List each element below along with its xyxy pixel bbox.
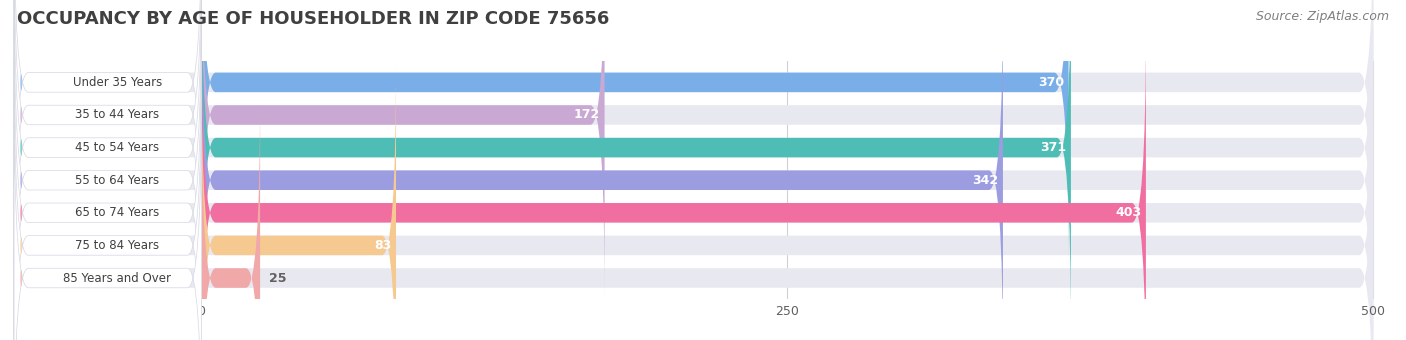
Text: 55 to 64 Years: 55 to 64 Years <box>75 174 159 187</box>
Text: Source: ZipAtlas.com: Source: ZipAtlas.com <box>1256 10 1389 23</box>
Text: 342: 342 <box>972 174 998 187</box>
FancyBboxPatch shape <box>14 59 1374 340</box>
Text: 371: 371 <box>1040 141 1066 154</box>
FancyBboxPatch shape <box>14 0 201 268</box>
Text: 35 to 44 Years: 35 to 44 Years <box>75 108 159 121</box>
FancyBboxPatch shape <box>201 0 1069 268</box>
FancyBboxPatch shape <box>14 0 201 334</box>
Text: 85 Years and Over: 85 Years and Over <box>63 272 172 285</box>
FancyBboxPatch shape <box>14 0 1374 301</box>
FancyBboxPatch shape <box>14 0 1374 340</box>
Text: 172: 172 <box>574 108 600 121</box>
FancyBboxPatch shape <box>14 0 1374 334</box>
FancyBboxPatch shape <box>14 27 1374 340</box>
FancyBboxPatch shape <box>201 27 1146 340</box>
Text: 83: 83 <box>374 239 391 252</box>
FancyBboxPatch shape <box>201 0 605 301</box>
Text: 75 to 84 Years: 75 to 84 Years <box>75 239 159 252</box>
FancyBboxPatch shape <box>201 0 1071 334</box>
FancyBboxPatch shape <box>14 27 201 340</box>
Text: 45 to 54 Years: 45 to 54 Years <box>75 141 159 154</box>
Text: 403: 403 <box>1115 206 1142 219</box>
FancyBboxPatch shape <box>14 92 1374 340</box>
FancyBboxPatch shape <box>201 59 396 340</box>
Text: 25: 25 <box>270 272 287 285</box>
FancyBboxPatch shape <box>14 0 1374 268</box>
FancyBboxPatch shape <box>14 92 201 340</box>
FancyBboxPatch shape <box>201 92 260 340</box>
Text: 65 to 74 Years: 65 to 74 Years <box>75 206 159 219</box>
FancyBboxPatch shape <box>14 0 201 340</box>
Text: Under 35 Years: Under 35 Years <box>73 76 162 89</box>
Text: 370: 370 <box>1038 76 1064 89</box>
Text: OCCUPANCY BY AGE OF HOUSEHOLDER IN ZIP CODE 75656: OCCUPANCY BY AGE OF HOUSEHOLDER IN ZIP C… <box>17 10 609 28</box>
FancyBboxPatch shape <box>14 59 201 340</box>
FancyBboxPatch shape <box>201 0 1002 340</box>
FancyBboxPatch shape <box>14 0 201 301</box>
